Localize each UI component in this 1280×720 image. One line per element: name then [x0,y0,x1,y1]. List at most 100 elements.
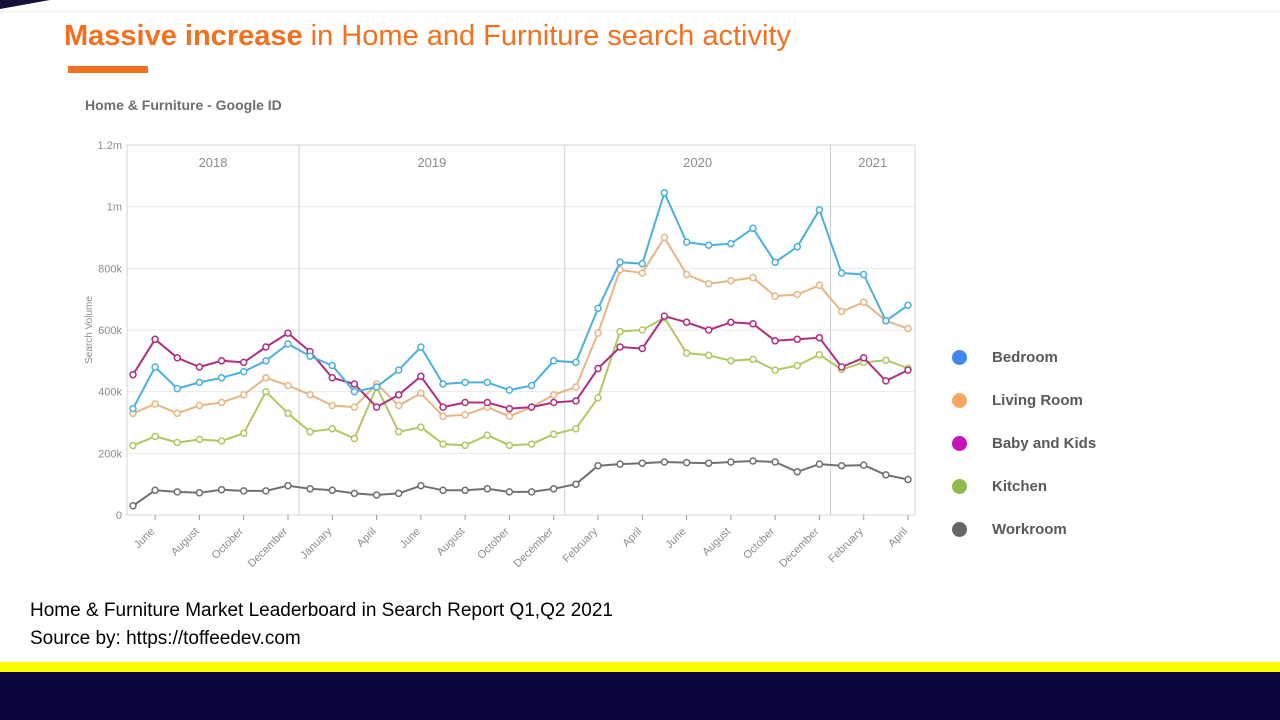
data-point-kitchen [461,441,469,450]
data-point-baby-and-kids [262,343,270,351]
page-title-rest: in Home and Furniture search activity [302,20,791,52]
data-point-baby-and-kids [771,337,779,345]
data-point-bedroom [749,224,757,233]
data-point-living-room [439,412,447,421]
data-point-baby-and-kids [217,357,226,365]
data-point-living-room [394,401,403,410]
data-point-workroom [549,485,558,493]
data-point-baby-and-kids [439,403,447,411]
data-point-bedroom [217,374,226,382]
legend-dot-living-room [952,393,967,408]
data-point-kitchen [306,428,314,436]
data-point-baby-and-kids [461,398,469,407]
data-point-workroom [394,489,403,498]
footer-yellow-bar [0,662,1280,672]
data-point-living-room [704,280,713,288]
data-point-bedroom [572,358,580,367]
data-point-workroom [572,480,580,488]
data-point-baby-and-kids [859,354,868,362]
data-point-kitchen [439,440,447,448]
data-point-kitchen [749,355,757,364]
data-point-baby-and-kids [284,329,292,337]
caption-line1: Home & Furniture Market Leaderboard in S… [30,600,613,621]
data-point-living-room [284,381,292,390]
data-point-living-room [350,403,359,411]
legend-item-living-room: Living Room [952,392,1096,409]
data-point-bedroom [417,343,425,351]
data-point-bedroom [129,404,137,413]
data-point-living-room [638,269,647,277]
data-point-baby-and-kids [638,344,647,353]
search-volume-line-chart: 2018 2019 2020 2021 1.2m 1m 800k 600k 400k 200k 0 S… [84,140,916,570]
data-point-bedroom [372,383,381,391]
data-point-living-room [151,400,159,408]
data-point-kitchen [616,327,624,336]
data-point-workroom [195,489,204,497]
data-point-workroom [262,487,270,495]
data-point-baby-and-kids [660,312,669,320]
data-point-kitchen [350,434,359,443]
data-point-bedroom [173,384,182,393]
data-point-living-room [549,391,558,399]
x-tick-label: December [511,525,556,570]
data-point-bedroom [262,357,270,365]
data-point-workroom [461,486,469,495]
legend-label-baby-and-kids: Baby and Kids [992,435,1097,452]
data-point-workroom [837,461,846,470]
legend-dot-bedroom [952,350,967,365]
x-tick-label: January [298,525,335,562]
data-point-baby-and-kids [793,335,802,344]
data-point-workroom [483,485,492,493]
data-point-baby-and-kids [239,358,248,367]
x-tick-label: October [741,525,777,561]
footer-navy-bar [0,672,1280,720]
data-point-baby-and-kids [904,366,912,374]
data-point-living-room [682,270,691,279]
data-point-baby-and-kids [704,326,713,334]
x-tick-label: April [886,526,910,550]
data-point-kitchen [284,409,292,418]
data-point-baby-and-kids [372,403,381,411]
data-point-kitchen [793,361,802,370]
data-point-living-room [173,409,182,418]
data-point-baby-and-kids [328,374,337,382]
data-point-baby-and-kids [505,404,514,413]
data-point-workroom [793,468,802,476]
data-point-bedroom [483,378,492,387]
data-point-kitchen [394,428,403,436]
data-point-kitchen [727,357,735,365]
data-point-bedroom [328,361,337,370]
data-point-baby-and-kids [527,403,536,411]
data-point-living-room [837,307,846,316]
x-tick-label: October [475,525,511,561]
data-point-workroom [129,502,137,510]
data-point-baby-and-kids [727,318,735,327]
data-point-workroom [594,461,602,470]
data-point-workroom [417,481,425,490]
y-axis-title: Search Volume [84,296,95,364]
data-point-baby-and-kids [483,398,492,407]
data-point-kitchen [572,424,580,433]
data-point-living-room [859,298,868,307]
series-workroom [129,457,912,510]
year-label: 2021 [858,155,887,170]
title-underline [68,66,148,73]
x-tick-label: October [210,525,246,561]
data-point-living-room [195,401,204,410]
data-point-workroom [217,485,226,494]
x-tick-label: August [700,526,733,559]
y-tick-label: 1.2m [98,140,122,152]
data-point-bedroom [549,357,558,365]
data-point-kitchen [682,349,691,357]
data-point-bedroom [882,317,890,325]
data-point-workroom [749,457,757,465]
legend-dot-baby-and-kids [952,436,967,451]
data-point-baby-and-kids [749,320,757,328]
series-line-living-room [132,236,909,418]
data-point-baby-and-kids [350,380,359,388]
x-tick-label: December [246,525,291,570]
y-tick-label: 800k [98,263,122,275]
data-point-kitchen [129,441,137,450]
data-point-workroom [727,458,735,466]
data-point-workroom [350,489,359,498]
